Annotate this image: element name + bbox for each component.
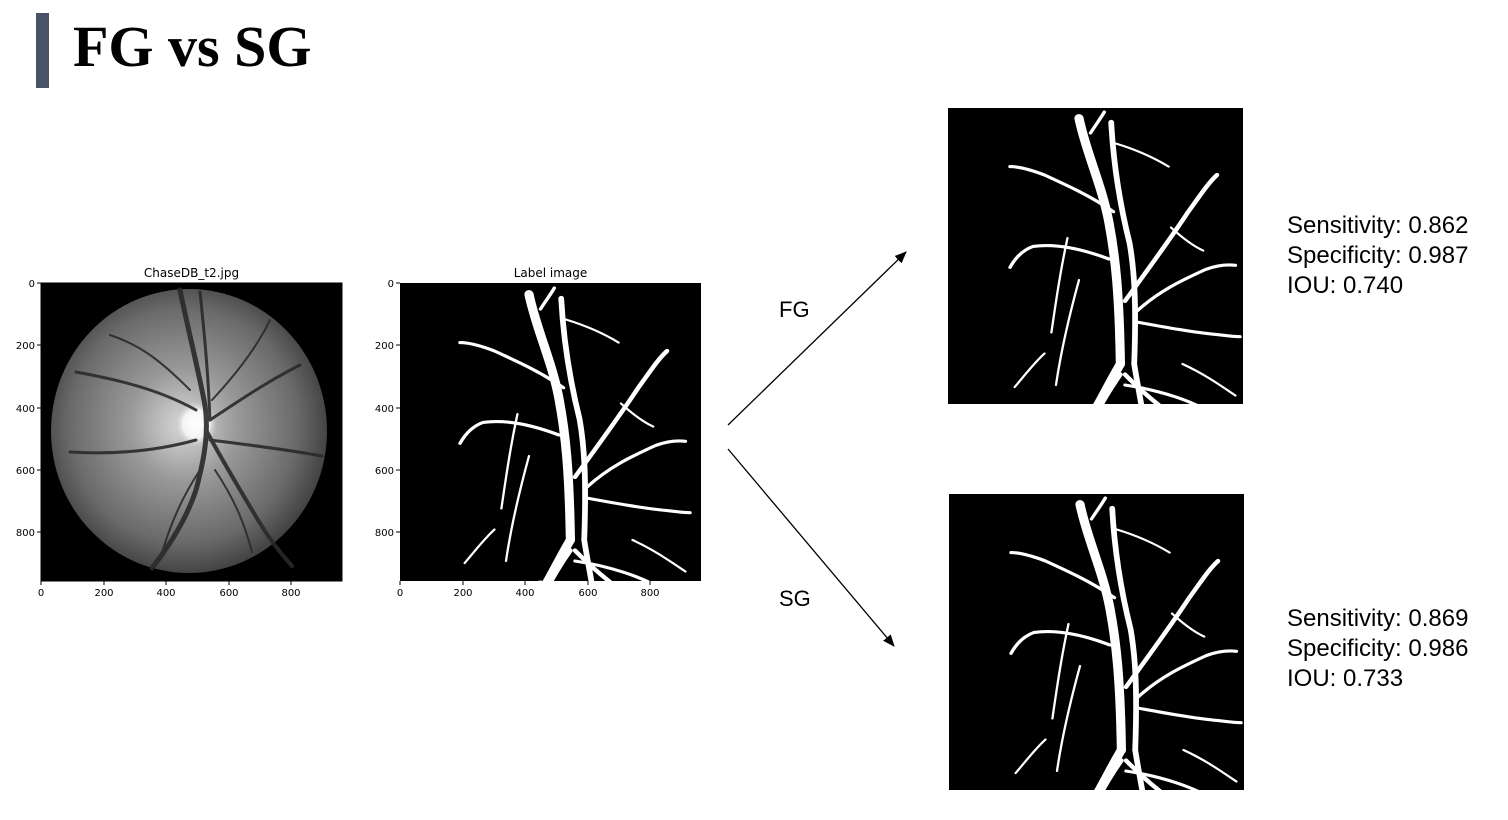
label-image [400, 283, 701, 679]
x-tick-label: 800 [281, 588, 300, 599]
sg-output-image [949, 494, 1244, 820]
sg-arrow [727, 448, 895, 647]
fg-iou: IOU: 0.740 [1287, 272, 1404, 299]
x-tick-label: 0 [397, 588, 403, 599]
y-tick-label: 800 [16, 528, 35, 539]
y-tick-label: 200 [16, 341, 35, 352]
y-tick-label: 400 [375, 404, 394, 415]
y-tick-label: 0 [29, 279, 35, 290]
fundus-y-tick-labels: 0 200 400 600 800 [16, 279, 35, 539]
x-tick-label: 0 [38, 588, 44, 599]
fg-output-image [948, 108, 1243, 503]
x-tick-label: 600 [219, 588, 238, 599]
y-tick-label: 600 [375, 466, 394, 477]
y-tick-label: 600 [16, 466, 35, 477]
x-tick-label: 200 [94, 588, 113, 599]
fundus-x-tick-labels: 0 200 400 600 800 [38, 588, 301, 599]
fundus-axes [37, 282, 292, 585]
x-tick-label: 800 [640, 588, 659, 599]
sg-sensitivity: Sensitivity: 0.869 [1287, 605, 1469, 632]
label-y-tick-labels: 0 200 400 600 800 [375, 279, 394, 539]
title-accent-bar [36, 13, 49, 88]
fg-label: FG [779, 297, 810, 322]
fg-arrow [727, 251, 907, 426]
y-tick-label: 800 [375, 528, 394, 539]
y-tick-label: 400 [16, 404, 35, 415]
sg-label: SG [779, 586, 811, 611]
y-tick-label: 200 [375, 341, 394, 352]
y-tick-label: 0 [388, 279, 394, 290]
label-axes [396, 282, 651, 585]
x-tick-label: 200 [453, 588, 472, 599]
x-tick-label: 400 [515, 588, 534, 599]
x-tick-label: 600 [578, 588, 597, 599]
fg-sensitivity: Sensitivity: 0.862 [1287, 212, 1469, 239]
sg-iou: IOU: 0.733 [1287, 665, 1404, 692]
x-tick-label: 400 [156, 588, 175, 599]
sg-specificity: Specificity: 0.986 [1287, 635, 1469, 662]
fundus-plot-title: ChaseDB_t2.jpg [143, 266, 240, 280]
slide-title: FG vs SG [73, 14, 312, 79]
label-plot-title: Label image [513, 266, 588, 280]
sg-metrics: Sensitivity: 0.869 Specificity: 0.986 IO… [1287, 604, 1468, 694]
fundus-image [40, 282, 343, 582]
fg-metrics: Sensitivity: 0.862 Specificity: 0.987 IO… [1287, 211, 1468, 301]
label-x-tick-labels: 0 200 400 600 800 [397, 588, 660, 599]
fg-specificity: Specificity: 0.987 [1287, 242, 1469, 269]
